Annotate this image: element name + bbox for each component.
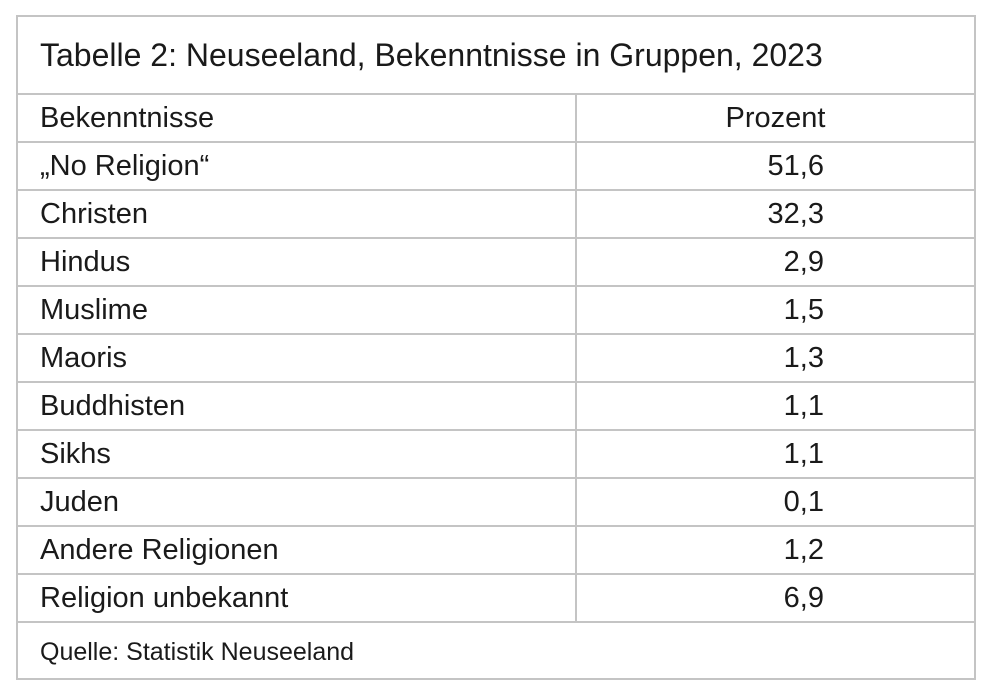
value-cell: 1,5	[783, 293, 824, 326]
label-cell: Sikhs	[18, 431, 577, 477]
table-frame: Tabelle 2: Neuseeland, Bekenntnisse in G…	[16, 15, 976, 680]
table-row: Christen 32,3	[18, 191, 974, 239]
header-cell: Prozent	[725, 101, 826, 134]
value-cell: 0,1	[783, 485, 824, 518]
header-row: Bekenntnisse Prozent	[18, 95, 974, 143]
label-cell: Juden	[18, 479, 577, 525]
label-cell: Maoris	[18, 335, 577, 381]
label-cell: Muslime	[18, 287, 577, 333]
table-row: Andere Religionen 1,2	[18, 527, 974, 575]
value-cell: 6,9	[783, 581, 824, 614]
table-row: Muslime 1,5	[18, 287, 974, 335]
table-title: Tabelle 2: Neuseeland, Bekenntnisse in G…	[18, 17, 974, 95]
value-cell: 1,1	[783, 437, 824, 470]
label-cell: Hindus	[18, 239, 577, 285]
label-cell: Buddhisten	[18, 383, 577, 429]
table-row: Buddhisten 1,1	[18, 383, 974, 431]
label-cell: „No Religion“	[18, 143, 577, 189]
table-row: Religion unbekannt 6,9	[18, 575, 974, 623]
table-row: Maoris 1,3	[18, 335, 974, 383]
label-cell: Religion unbekannt	[18, 575, 577, 621]
table-row: Juden 0,1	[18, 479, 974, 527]
value-cell: 1,3	[783, 341, 824, 374]
table-row: Sikhs 1,1	[18, 431, 974, 479]
value-cell: 1,2	[783, 533, 824, 566]
value-cell: 32,3	[767, 197, 824, 230]
label-cell: Christen	[18, 191, 577, 237]
value-cell: 1,1	[783, 389, 824, 422]
table-row: Hindus 2,9	[18, 239, 974, 287]
label-cell: Andere Religionen	[18, 527, 577, 573]
source-note: Quelle: Statistik Neuseeland	[40, 638, 355, 666]
value-cell: 51,6	[767, 149, 824, 182]
table-row: „No Religion“ 51,6	[18, 143, 974, 191]
header-cell: Bekenntnisse	[18, 95, 577, 141]
value-cell: 2,9	[783, 245, 824, 278]
